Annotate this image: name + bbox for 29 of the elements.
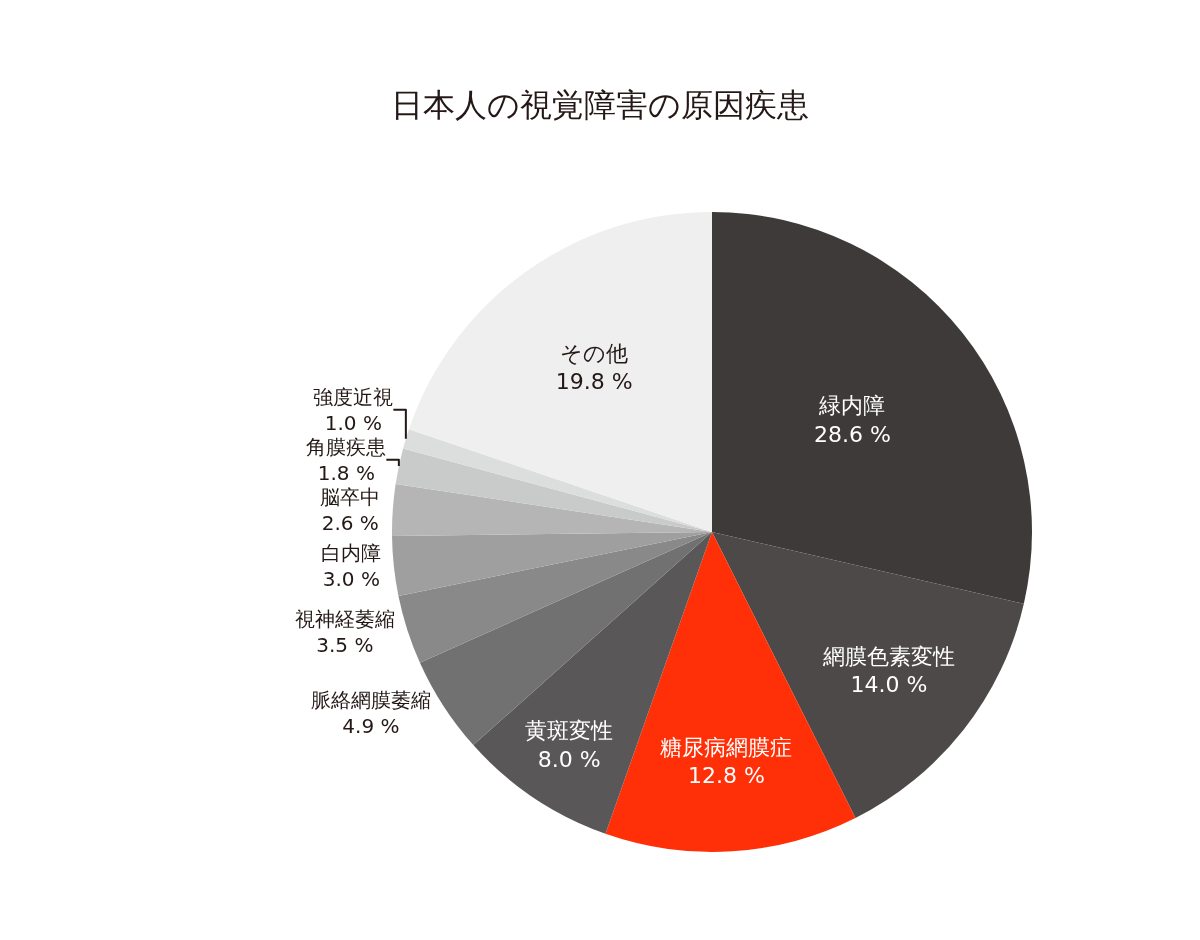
data-label: 12.8 % <box>688 763 765 789</box>
slice-label: 強度近視 <box>313 384 394 409</box>
slice-label: 脈絡網膜萎縮 <box>310 688 431 713</box>
pie-slice <box>712 212 1032 604</box>
pie-slice <box>392 483 712 537</box>
chart-title: 日本人の視覚障害の原因疾患 <box>391 86 809 125</box>
data-label: 3.5 % <box>316 633 374 658</box>
slice-label: 角膜疾患 <box>306 434 387 459</box>
data-label: 3.0 % <box>322 567 380 592</box>
data-label: 4.9 % <box>342 714 400 739</box>
data-label: 1.0 % <box>324 410 382 435</box>
slice-label: 網膜色素変性 <box>821 643 955 669</box>
slice-label: 脳卒中 <box>320 484 381 509</box>
pie-slice <box>398 532 712 663</box>
pie-slice <box>395 448 712 532</box>
slice-label: 緑内障 <box>818 393 886 419</box>
data-label: 1.8 % <box>317 460 375 485</box>
slice-label: 視神経萎縮 <box>294 607 395 632</box>
data-label: 19.8 % <box>555 369 633 395</box>
slice-label: その他 <box>560 340 629 366</box>
slice-label: 白内障 <box>321 541 382 566</box>
slice-label: 糖尿病網膜症 <box>660 734 793 760</box>
data-label: 28.6 % <box>814 421 891 447</box>
data-label: 2.6 % <box>321 510 379 535</box>
slice-label: 黄斑変性 <box>525 718 614 744</box>
data-label: 14.0 % <box>850 672 928 698</box>
pie-slice <box>408 212 712 532</box>
pie-slice <box>392 532 712 596</box>
data-label: 8.0 % <box>537 746 601 772</box>
